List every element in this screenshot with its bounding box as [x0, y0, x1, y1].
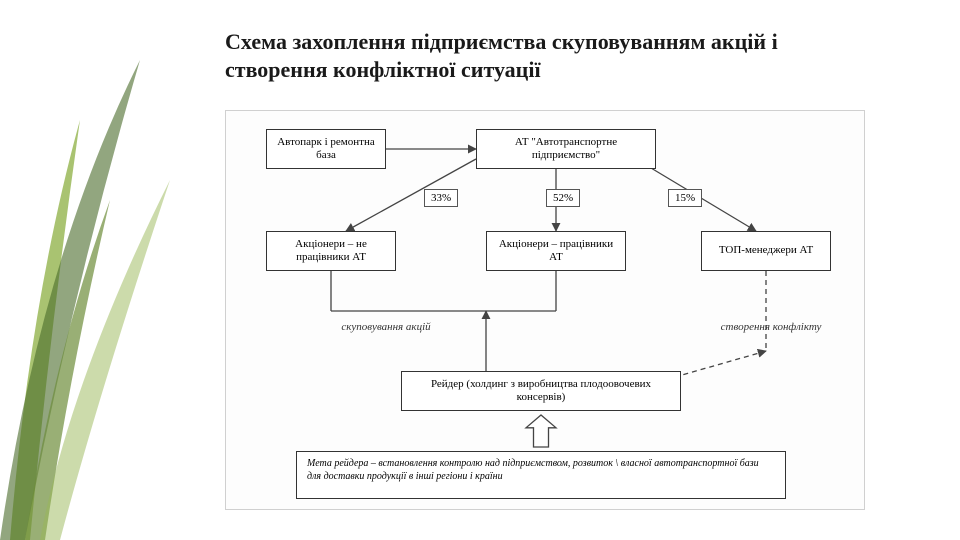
label-buyup: скуповування акцій	[306, 321, 466, 333]
slide-decoration	[0, 0, 200, 540]
diagram-container: Автопарк і ремонтна база АТ "Автотранспо…	[225, 110, 865, 510]
node-shareholders-nonemployees: Акціонери – не працівники АТ	[266, 231, 396, 271]
pct-33: 33%	[424, 189, 458, 207]
node-enterprise: АТ "Автотранспортне підприємство"	[476, 129, 656, 169]
page-title: Схема захоплення підприємства скуповуван…	[225, 28, 875, 84]
node-top-management: ТОП-менеджери АТ	[701, 231, 831, 271]
pct-15: 15%	[668, 189, 702, 207]
node-autopark: Автопарк і ремонтна база	[266, 129, 386, 169]
pct-52: 52%	[546, 189, 580, 207]
node-shareholders-employees: Акціонери – працівники АТ	[486, 231, 626, 271]
node-raider: Рейдер (холдинг з виробництва плодоовоче…	[401, 371, 681, 411]
label-conflict: створення конфлікту	[696, 321, 846, 333]
raider-goal: Мета рейдера – встановлення контролю над…	[296, 451, 786, 499]
